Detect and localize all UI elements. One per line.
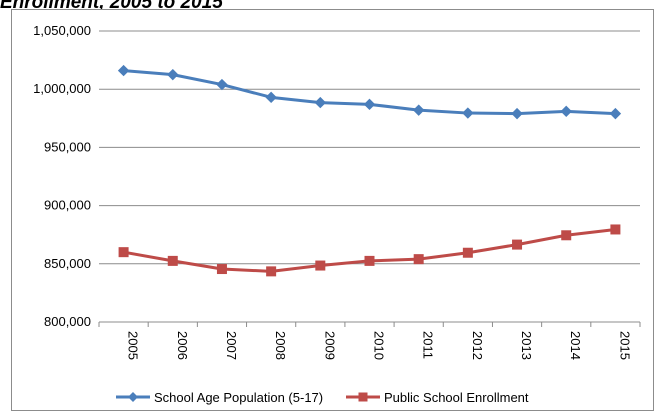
data-point [363,98,376,111]
data-point [412,104,425,116]
x-tick-label: 2005 [126,331,141,360]
data-point [216,264,227,275]
data-point [117,64,130,77]
series-group [117,64,622,277]
data-point [167,68,179,81]
legend-label: School Age Population (5-17) [154,390,323,405]
legend-label: Public School Enrollment [384,390,529,405]
y-tick-label: 1,050,000 [33,23,91,38]
data-point [413,254,424,265]
data-point [561,230,572,241]
y-tick-label: 850,000 [44,256,91,271]
data-point [167,255,178,266]
x-tick-label: 2009 [322,331,337,360]
data-point [511,107,523,120]
x-tick-label: 2014 [568,331,583,360]
data-point [609,107,622,120]
y-tick-label: 800,000 [44,314,91,329]
legend-swatch-marker [128,392,138,402]
y-tick-label: 900,000 [44,198,91,213]
x-tick-label: 2008 [273,331,288,360]
data-point [314,96,327,109]
data-point [118,247,129,258]
y-tick-label: 950,000 [44,139,91,154]
data-point [315,260,326,271]
data-point [512,239,523,250]
data-point [462,247,473,258]
y-axis-ticks: 800,000 850,000 900,000 950,000 1,000,000 1,0… [33,23,91,329]
data-point [265,91,277,104]
data-point [462,107,474,119]
x-tick-label: 2007 [224,331,239,360]
x-tick-label: 2015 [617,331,632,360]
y-tick-label: 1,000,000 [33,81,91,96]
x-tick-label: 2010 [372,331,387,360]
legend-swatch-marker [358,392,368,402]
data-point [216,78,228,91]
data-point [364,255,375,266]
x-axis-ticks: 2005 2006 2007 2008 2009 2010 2011 2012 2013 2014… [126,331,633,360]
chart-area [11,9,654,411]
x-axis [98,321,641,327]
data-point [560,105,572,118]
data-point [610,224,621,235]
data-point [266,266,277,277]
x-tick-label: 2006 [175,331,190,360]
legend: School Age Population (5-17) Public Schoo… [116,390,529,405]
x-tick-label: 2012 [470,331,485,360]
x-tick-label: 2011 [421,331,436,359]
x-tick-label: 2013 [519,331,534,360]
